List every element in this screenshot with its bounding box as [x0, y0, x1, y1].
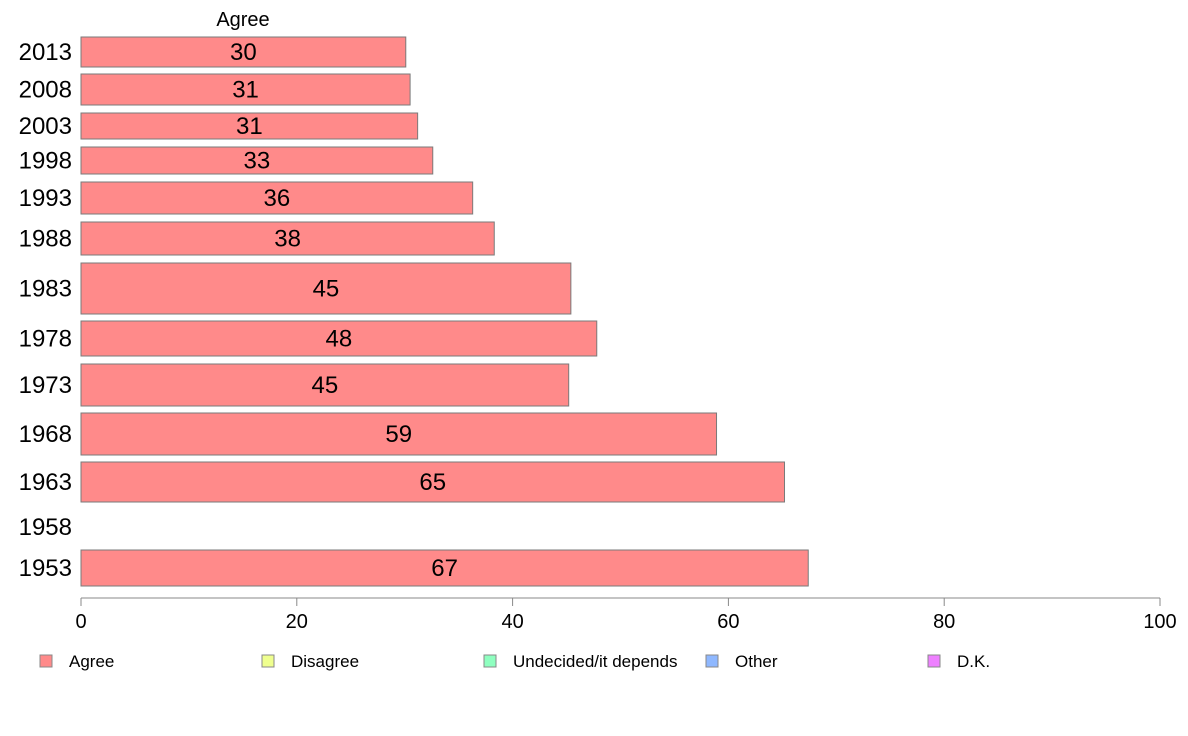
- y-tick-label: 1978: [19, 326, 72, 353]
- x-tick-label: 0: [75, 611, 86, 633]
- bar-value-label: 31: [232, 77, 259, 104]
- x-tick-label: 60: [717, 611, 739, 633]
- bar-value-label: 30: [230, 39, 257, 66]
- bar-value-label: 59: [385, 421, 412, 448]
- y-tick-label: 1953: [19, 555, 72, 582]
- legend-swatch: [261, 654, 275, 668]
- bar: [80, 461, 786, 503]
- bar-value-label: 45: [313, 276, 340, 303]
- x-tick-label: 80: [933, 611, 955, 633]
- legend-label: Undecided/it depends: [513, 652, 677, 671]
- bar-value-label: 36: [263, 185, 290, 212]
- bar-value-label: 45: [312, 372, 339, 399]
- legend: Agree Disagree Undecided/it depends Other D.…: [39, 652, 990, 671]
- y-tick-label: 1998: [19, 148, 72, 175]
- bar: [80, 221, 495, 256]
- bar-value-label: 65: [419, 469, 446, 496]
- bar: [80, 549, 809, 587]
- bar: [80, 146, 434, 175]
- y-tick-label: 2008: [19, 77, 72, 104]
- legend-swatch: [39, 654, 53, 668]
- legend-swatch: [483, 654, 497, 668]
- y-tick-label: 1993: [19, 185, 72, 212]
- x-axis: 0 20 40 60 80 100: [75, 597, 1177, 633]
- y-tick-label: 1963: [19, 469, 72, 496]
- bar: [80, 73, 411, 106]
- bar: [80, 363, 570, 407]
- y-tick-label: 2003: [19, 113, 72, 140]
- legend-label: Agree: [69, 652, 114, 671]
- bar: [80, 112, 419, 140]
- bar: [80, 262, 572, 315]
- column-title: Agree: [216, 9, 269, 31]
- bar: [80, 36, 407, 68]
- y-tick-label: 1958: [19, 514, 72, 541]
- bar-value-label: 31: [236, 113, 263, 140]
- y-tick-label: 1968: [19, 421, 72, 448]
- legend-swatch: [705, 654, 719, 668]
- y-axis-labels: 2013 2008 2003 1998 1993 1988 1983 1978 1973 1968…: [19, 39, 72, 582]
- y-tick-label: 1973: [19, 372, 72, 399]
- bars-group: 30 31 31 33 36 38 45 48 45 59 65 67: [80, 36, 809, 587]
- legend-label: D.K.: [957, 652, 990, 671]
- legend-swatch: [927, 654, 941, 668]
- bar: [80, 412, 718, 456]
- legend-label: Disagree: [291, 652, 359, 671]
- legend-label: Other: [735, 652, 778, 671]
- bar-value-label: 67: [431, 555, 458, 582]
- y-tick-label: 2013: [19, 39, 72, 66]
- y-tick-label: 1988: [19, 226, 72, 253]
- bar-value-label: 38: [274, 226, 301, 253]
- x-tick-label: 20: [286, 611, 308, 633]
- x-tick-label: 40: [501, 611, 523, 633]
- x-tick-label: 100: [1143, 611, 1176, 633]
- bar-value-label: 48: [326, 326, 353, 353]
- bar: [80, 181, 474, 215]
- y-tick-label: 1983: [19, 276, 72, 303]
- bar: [80, 320, 598, 357]
- bar-value-label: 33: [244, 148, 271, 175]
